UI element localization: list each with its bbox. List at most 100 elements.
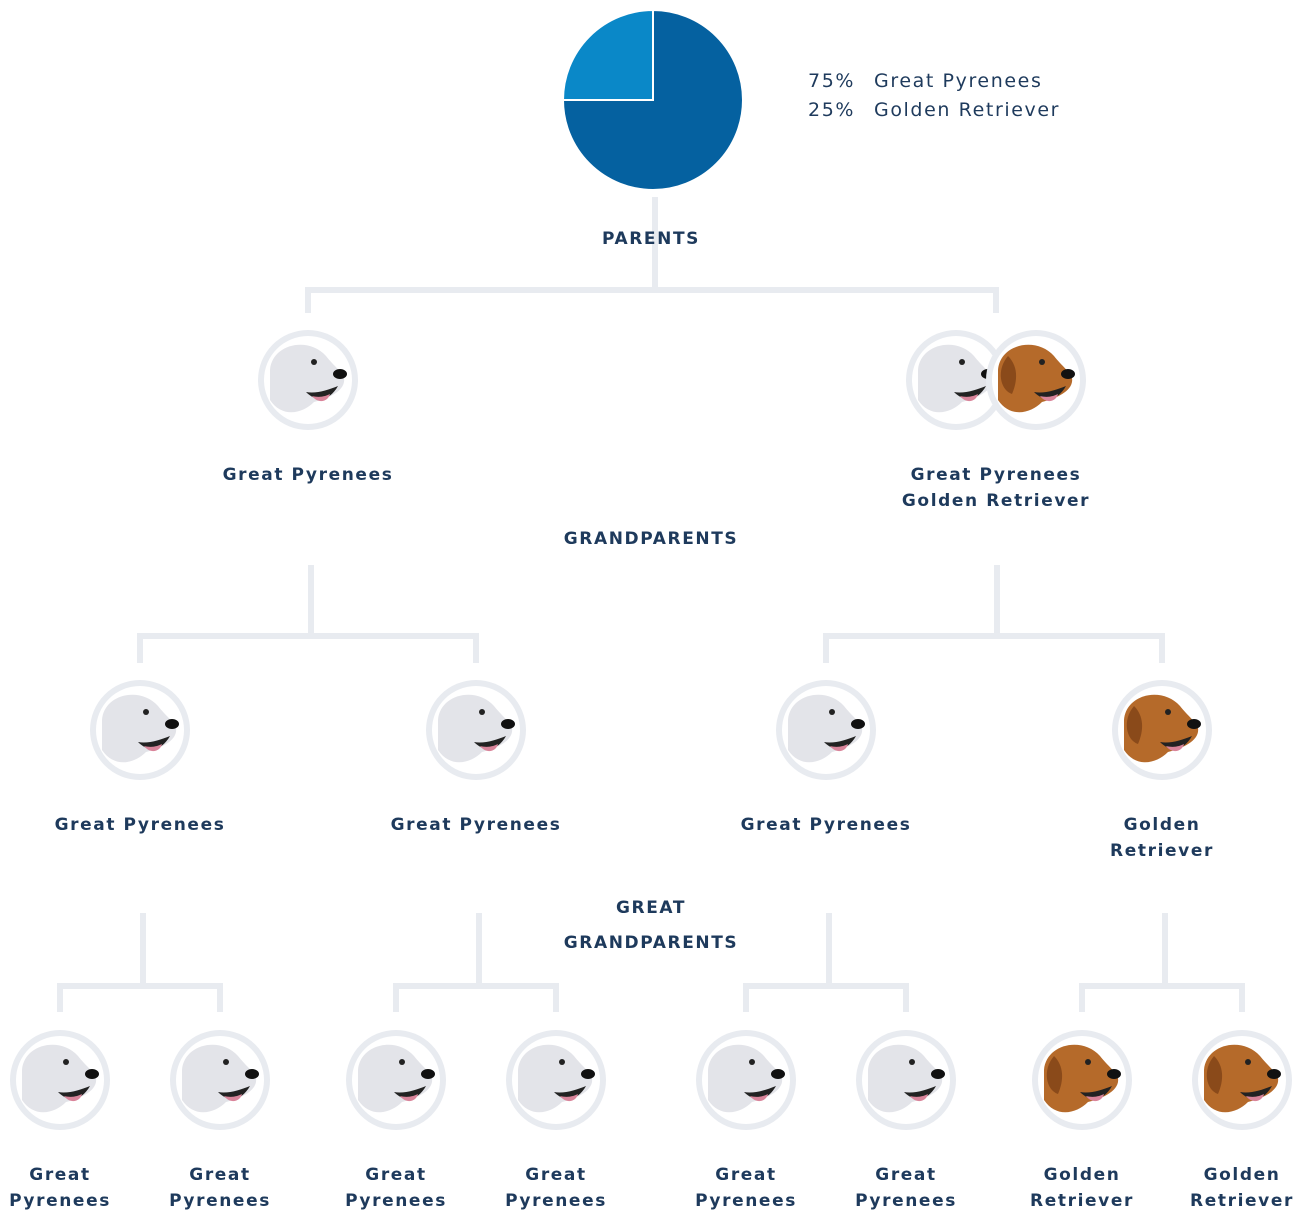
dog-avatar xyxy=(170,1030,270,1130)
dog-eye xyxy=(749,1059,755,1065)
generation-title-text: GRANDPARENTS xyxy=(564,529,739,549)
dog-avatar xyxy=(986,330,1086,430)
breed-label: Great Pyrenees xyxy=(846,1162,966,1214)
dog-eye xyxy=(1039,359,1045,365)
dog-nose xyxy=(501,719,515,729)
legend-row: 25%Golden Retriever xyxy=(808,96,1060,125)
breed-line: Great Pyrenees xyxy=(223,462,394,488)
breed-line: Golden Retriever xyxy=(1182,1162,1302,1214)
breed-name: Great Pyrenees xyxy=(505,1165,607,1211)
dog-nose xyxy=(931,1069,945,1079)
breed-label: Great Pyrenees xyxy=(496,1162,616,1214)
dog-nose xyxy=(1107,1069,1121,1079)
dog-eye xyxy=(311,359,317,365)
dog-eye xyxy=(479,709,485,715)
breed-line: Great Pyrenees xyxy=(496,1162,616,1214)
breed-name: Great Pyrenees xyxy=(855,1165,957,1211)
pedigree-graphic xyxy=(0,0,1307,1216)
dog-nose xyxy=(581,1069,595,1079)
dog-nose xyxy=(245,1069,259,1079)
dog-nose xyxy=(1061,369,1075,379)
breed-line: Great Pyrenees xyxy=(846,1162,966,1214)
dog-nose xyxy=(851,719,865,729)
breed-line: Golden Retriever xyxy=(902,488,1090,514)
breed-name: Great Pyrenees xyxy=(391,815,562,835)
breed-label: Great Pyrenees xyxy=(223,462,394,488)
dog-avatar xyxy=(776,680,876,780)
breed-label: Golden Retriever xyxy=(1022,1162,1142,1214)
dog-avatar xyxy=(10,1030,110,1130)
breed-label: Great Pyrenees xyxy=(160,1162,280,1214)
dog-eye xyxy=(1165,709,1171,715)
dog-nose xyxy=(165,719,179,729)
dog-eye xyxy=(829,709,835,715)
generation-title-text: PARENTS xyxy=(602,229,700,249)
dog-eye xyxy=(143,709,149,715)
dog-eye xyxy=(559,1059,565,1065)
breed-name: Great Pyrenees xyxy=(911,465,1082,485)
breed-name: Golden Retriever xyxy=(1110,815,1214,861)
breed-name: Great Pyrenees xyxy=(169,1165,271,1211)
dog-nose xyxy=(1267,1069,1281,1079)
breed-name: Golden Retriever xyxy=(902,491,1090,511)
breed-name: Great Pyrenees xyxy=(695,1165,797,1211)
dog-avatar xyxy=(506,1030,606,1130)
dog-nose xyxy=(85,1069,99,1079)
dog-eye xyxy=(959,359,965,365)
breed-line: Great Pyrenees xyxy=(902,462,1090,488)
dog-nose xyxy=(1187,719,1201,729)
breed-label: Great Pyrenees Golden Retriever xyxy=(902,462,1090,514)
dog-avatar xyxy=(426,680,526,780)
breed-name: Great Pyrenees xyxy=(345,1165,447,1211)
breed-line: Great Pyrenees xyxy=(55,812,226,838)
breed-line: Golden Retriever xyxy=(1022,1162,1142,1214)
breed-name: Great Pyrenees xyxy=(223,465,394,485)
breed-line: Golden Retriever xyxy=(1090,812,1235,864)
breed-label: Golden Retriever xyxy=(1182,1162,1302,1214)
breed-line: Great Pyrenees xyxy=(336,1162,456,1214)
dog-avatar xyxy=(90,680,190,780)
breed-label: Great Pyrenees xyxy=(391,812,562,838)
legend-row: 75%Great Pyrenees xyxy=(808,67,1060,96)
breed-label: Golden Retriever xyxy=(1090,812,1235,864)
dog-eye xyxy=(1245,1059,1251,1065)
breed-line: Great Pyrenees xyxy=(160,1162,280,1214)
breed-name: Great Pyrenees xyxy=(9,1165,111,1211)
legend-value: 75% xyxy=(808,67,874,96)
breed-name: Golden Retriever xyxy=(1030,1165,1134,1211)
dog-avatar xyxy=(1112,680,1212,780)
dog-avatar xyxy=(1032,1030,1132,1130)
breed-line: Great Pyrenees xyxy=(686,1162,806,1214)
dog-eye xyxy=(223,1059,229,1065)
dog-avatar xyxy=(856,1030,956,1130)
dog-avatar xyxy=(258,330,358,430)
dog-avatar xyxy=(696,1030,796,1130)
breed-label: Great Pyrenees xyxy=(0,1162,120,1214)
dog-nose xyxy=(421,1069,435,1079)
generation-title: PARENTS xyxy=(602,222,700,257)
breed-label: Great Pyrenees xyxy=(336,1162,456,1214)
dog-nose xyxy=(771,1069,785,1079)
breed-line: Great Pyrenees xyxy=(391,812,562,838)
breed-name: Great Pyrenees xyxy=(741,815,912,835)
pie-slice xyxy=(563,10,653,100)
breed-name: Golden Retriever xyxy=(1190,1165,1294,1211)
breed-label: Great Pyrenees xyxy=(686,1162,806,1214)
dog-avatar xyxy=(346,1030,446,1130)
dog-eye xyxy=(1085,1059,1091,1065)
generation-title: GREAT GRANDPARENTS xyxy=(541,891,761,961)
generation-title: GRANDPARENTS xyxy=(564,522,739,557)
dog-avatar xyxy=(1192,1030,1292,1130)
legend-label: Golden Retriever xyxy=(874,99,1060,121)
generation-title-text: GREAT GRANDPARENTS xyxy=(564,898,739,953)
breed-line: Great Pyrenees xyxy=(0,1162,120,1214)
dog-eye xyxy=(399,1059,405,1065)
breed-label: Great Pyrenees xyxy=(55,812,226,838)
legend-label: Great Pyrenees xyxy=(874,70,1042,92)
pedigree-page: 75%Great Pyrenees25%Golden Retriever PAR… xyxy=(0,0,1307,1216)
dog-eye xyxy=(63,1059,69,1065)
breed-line: Great Pyrenees xyxy=(741,812,912,838)
dog-eye xyxy=(909,1059,915,1065)
legend-value: 25% xyxy=(808,96,874,125)
